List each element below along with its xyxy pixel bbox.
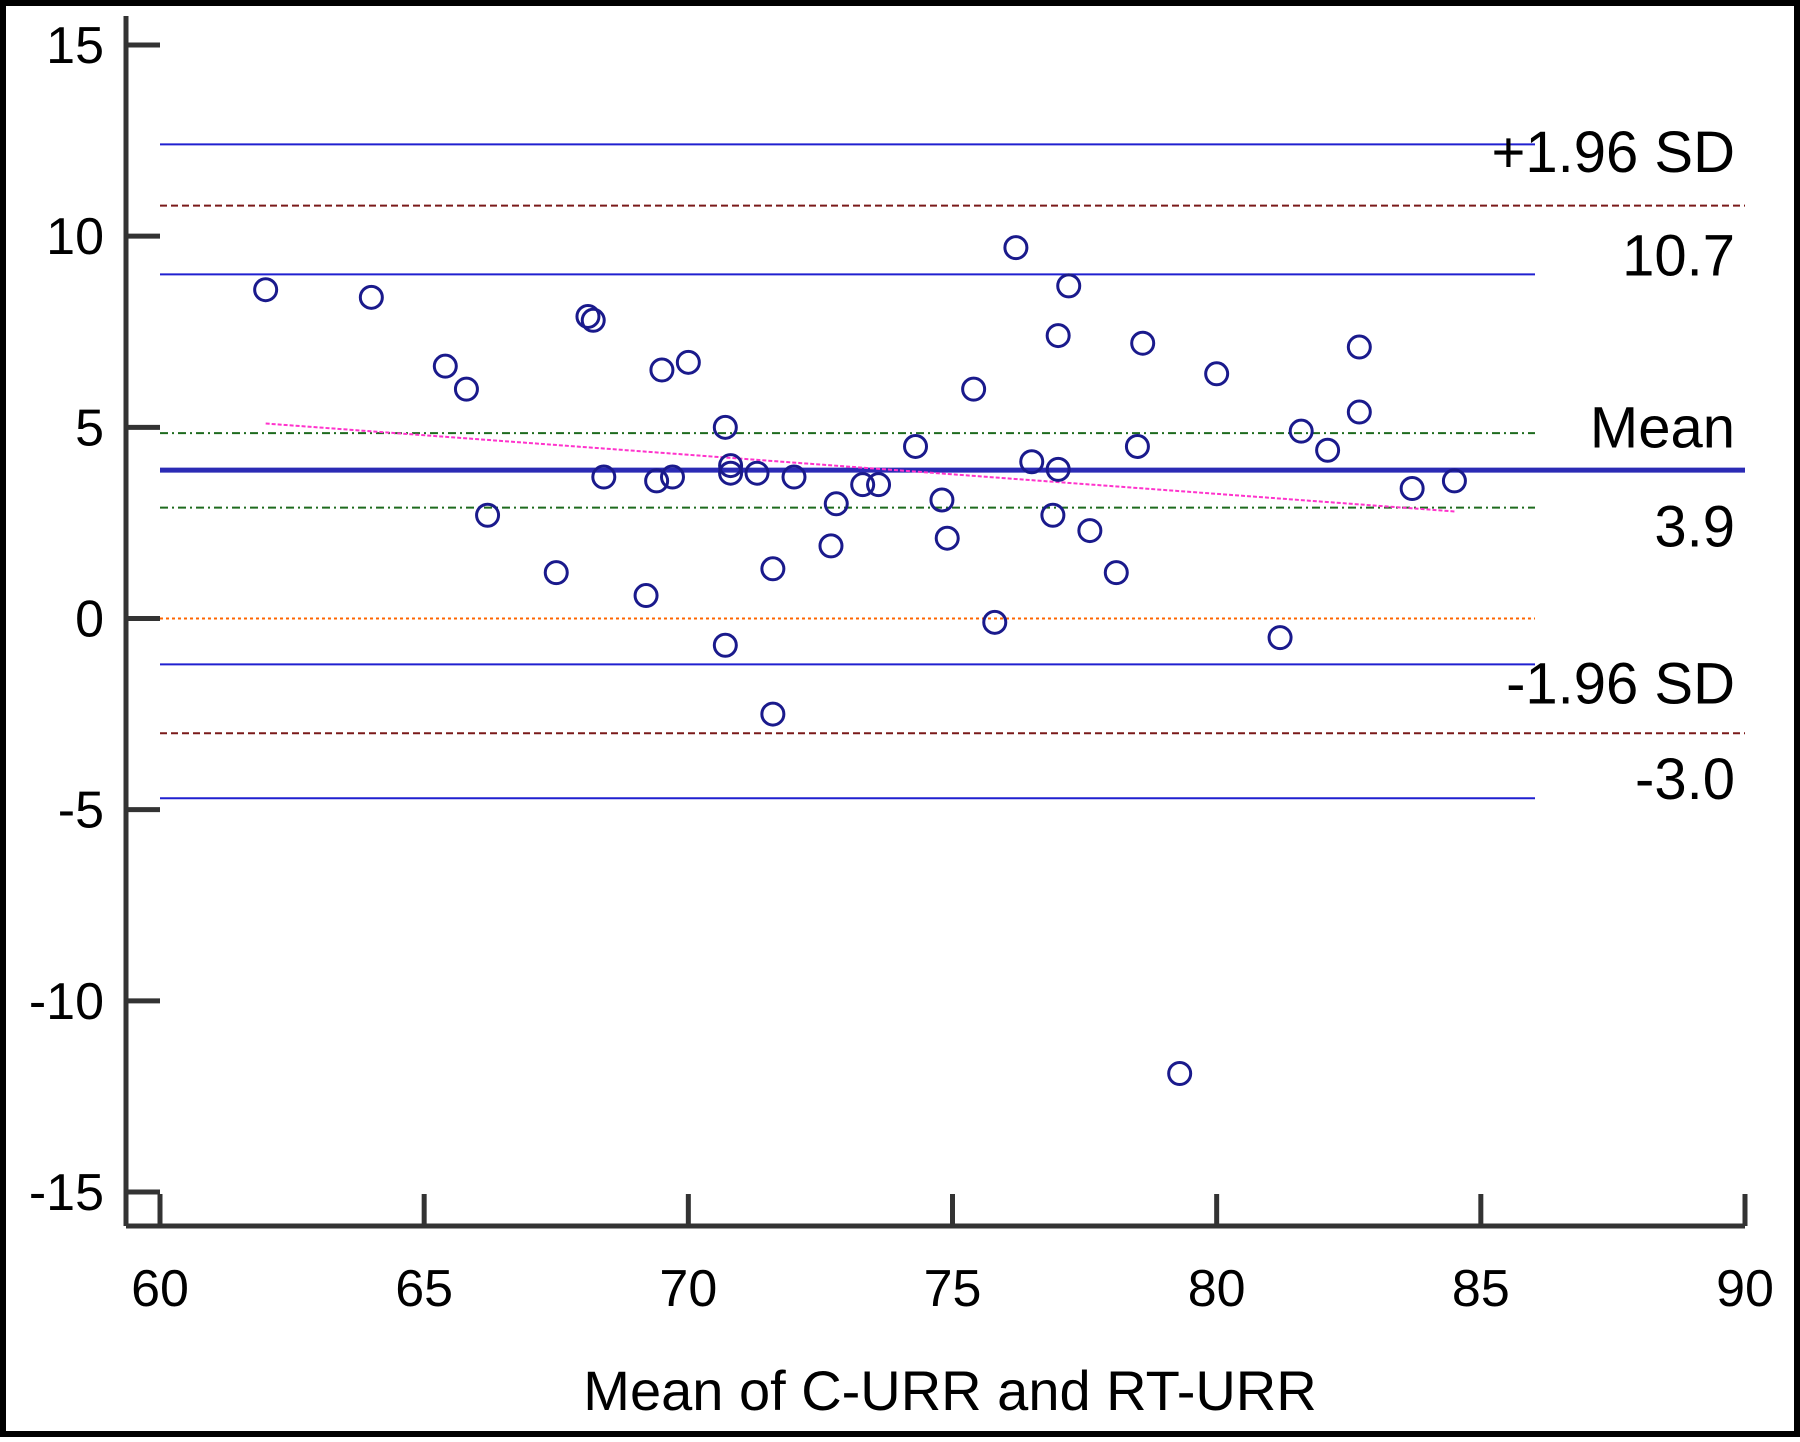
data-point bbox=[1003, 235, 1029, 261]
x-tick-label: 90 bbox=[1716, 1260, 1774, 1318]
data-point bbox=[823, 491, 849, 517]
x-tick-label: 65 bbox=[395, 1260, 453, 1318]
data-point bbox=[675, 349, 701, 375]
data-point bbox=[358, 284, 384, 310]
y-tick-label: 10 bbox=[46, 208, 104, 266]
data-point bbox=[1288, 418, 1314, 444]
data-point bbox=[850, 472, 876, 498]
data-point bbox=[903, 433, 929, 459]
line-label-lower-loa-value: -3.0 bbox=[1635, 747, 1735, 812]
x-tick-label: 85 bbox=[1452, 1260, 1510, 1318]
data-point bbox=[649, 357, 675, 383]
x-tick-label: 75 bbox=[924, 1260, 982, 1318]
data-point bbox=[633, 583, 659, 609]
data-point bbox=[1315, 437, 1341, 463]
data-point bbox=[781, 464, 807, 490]
data-point bbox=[1399, 476, 1425, 502]
y-tick-label: -15 bbox=[29, 1164, 104, 1222]
data-points bbox=[253, 235, 1467, 1086]
x-tick-label: 60 bbox=[131, 1260, 189, 1318]
data-point bbox=[1267, 625, 1293, 651]
data-point bbox=[543, 560, 569, 586]
data-point bbox=[1019, 449, 1045, 475]
data-point bbox=[453, 376, 479, 402]
y-tick-label: 0 bbox=[75, 591, 104, 649]
data-point bbox=[1441, 468, 1467, 494]
line-label-mean-value: 3.9 bbox=[1654, 495, 1735, 560]
x-tick-label: 80 bbox=[1188, 1260, 1246, 1318]
line-label-mean-name: Mean bbox=[1590, 395, 1735, 460]
data-point bbox=[1045, 323, 1071, 349]
data-point bbox=[961, 376, 987, 402]
x-axis-ticks: 60 65 70 75 80 85 90 bbox=[131, 1194, 1774, 1318]
data-point bbox=[866, 472, 892, 498]
data-point bbox=[1346, 399, 1372, 425]
data-point bbox=[432, 353, 458, 379]
y-tick-label: -5 bbox=[58, 782, 104, 840]
y-axis-ticks: 15 10 5 0 -5 -10 -15 bbox=[29, 17, 160, 1222]
y-tick-label: -10 bbox=[29, 973, 104, 1031]
y-tick-label: 5 bbox=[75, 399, 104, 457]
data-point bbox=[1167, 1060, 1193, 1086]
x-tick-label: 70 bbox=[659, 1260, 717, 1318]
data-point bbox=[1045, 456, 1071, 482]
data-point bbox=[744, 460, 770, 486]
data-point bbox=[718, 460, 744, 486]
data-point bbox=[712, 632, 738, 658]
data-point bbox=[591, 464, 617, 490]
data-point bbox=[1056, 273, 1082, 299]
data-point bbox=[575, 303, 601, 329]
data-point bbox=[580, 307, 606, 333]
data-point bbox=[718, 453, 744, 479]
data-point bbox=[934, 525, 960, 551]
data-point bbox=[760, 701, 786, 727]
data-point bbox=[253, 277, 279, 303]
x-axis-title: Mean of C-URR and RT-URR bbox=[583, 1359, 1316, 1422]
data-point bbox=[929, 487, 955, 513]
data-point bbox=[818, 533, 844, 559]
data-point bbox=[659, 464, 685, 490]
data-point bbox=[1077, 518, 1103, 544]
data-point bbox=[1040, 502, 1066, 528]
data-point bbox=[475, 502, 501, 528]
data-point bbox=[1346, 334, 1372, 360]
regression-line bbox=[265, 422, 1455, 513]
data-point bbox=[1124, 433, 1150, 459]
data-point bbox=[1204, 361, 1230, 387]
data-point bbox=[712, 414, 738, 440]
line-label-upper-loa-name: +1.96 SD bbox=[1492, 120, 1735, 185]
data-point bbox=[1130, 330, 1156, 356]
line-label-lower-loa-name: -1.96 SD bbox=[1506, 651, 1735, 716]
y-tick-label: 15 bbox=[46, 17, 104, 75]
data-point bbox=[982, 609, 1008, 635]
reference-line-labels: +1.96 SD 10.7 Mean 3.9 -1.96 SD -3.0 bbox=[1492, 120, 1735, 812]
line-label-upper-loa-value: 10.7 bbox=[1622, 223, 1735, 288]
data-point bbox=[1103, 560, 1129, 586]
data-point bbox=[644, 468, 670, 494]
data-point bbox=[760, 556, 786, 582]
